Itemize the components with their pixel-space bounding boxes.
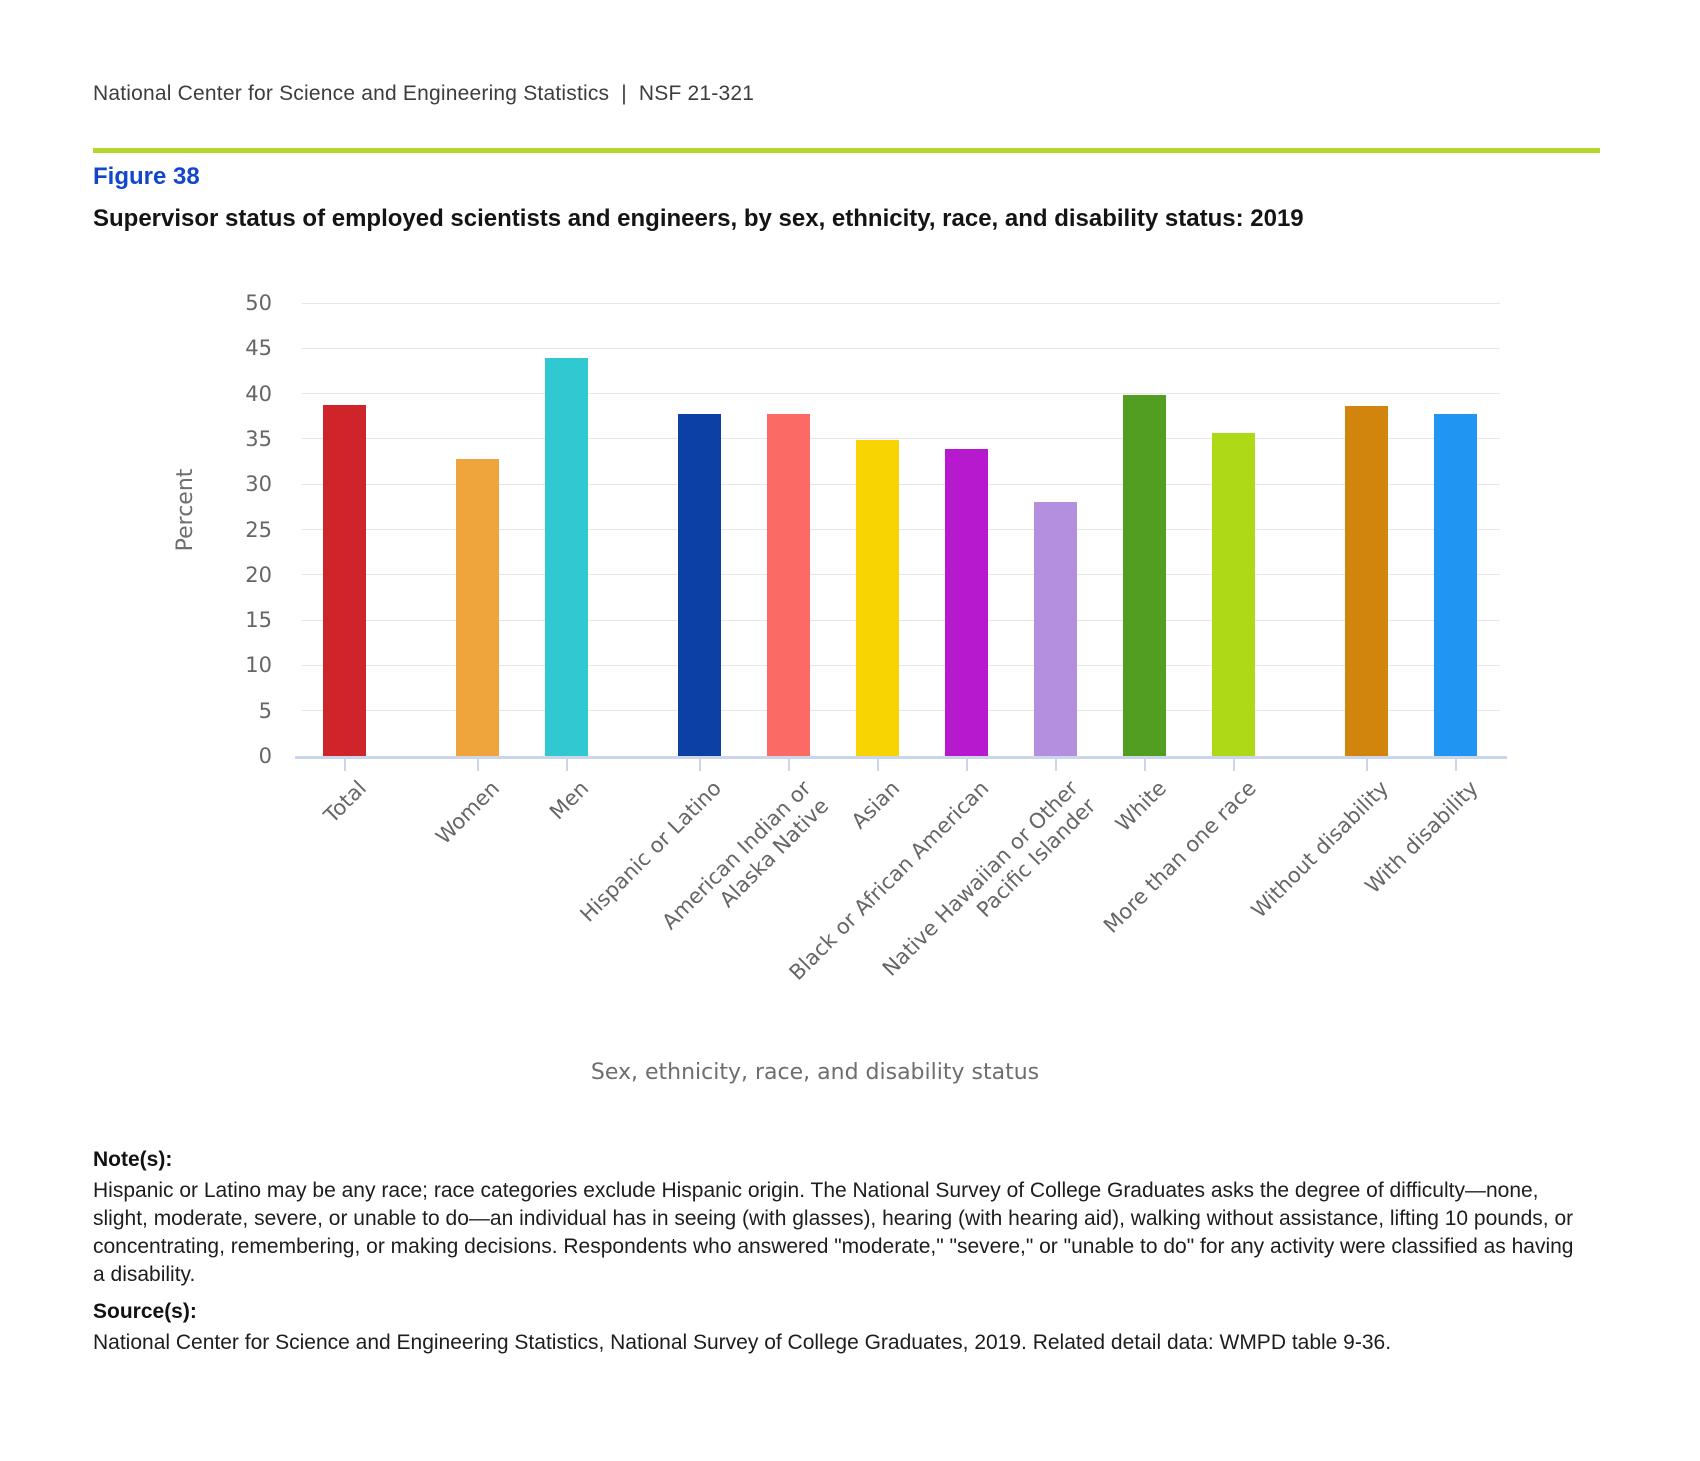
gridline	[302, 619, 1500, 621]
bar-native-hawaiian-or-other-pacific-islander[interactable]	[1034, 502, 1077, 756]
bar-men[interactable]	[545, 358, 588, 756]
report-number: NSF 21-321	[638, 82, 755, 105]
notes-heading: Note(s):	[93, 1148, 173, 1171]
figure-label: Figure 38	[93, 163, 200, 190]
x-axis-tick	[965, 759, 968, 771]
y-axis-tick-label: 0	[258, 744, 272, 768]
header-separator: |	[621, 82, 627, 105]
gridline	[302, 347, 1500, 349]
gridline	[302, 302, 1500, 304]
agency-name: National Center for Science and Engineer…	[93, 82, 610, 105]
notes-text: Hispanic or Latino may be any race; race…	[93, 1179, 1574, 1286]
x-axis-title: Sex, ethnicity, race, and disability sta…	[590, 1060, 1040, 1085]
bar-total[interactable]	[323, 405, 366, 756]
x-axis-tick	[1365, 759, 1368, 771]
bar-white[interactable]	[1123, 395, 1166, 756]
x-axis-tick	[1454, 759, 1457, 771]
page-header: National Center for Science and Engineer…	[93, 82, 754, 106]
gridline	[302, 529, 1500, 530]
x-axis-label: Native Hawaiian or Other Pacific Islande…	[877, 776, 1101, 981]
y-axis-tick-label: 40	[245, 381, 272, 406]
divider-rule	[93, 148, 1600, 153]
y-axis-tick-label: 50	[245, 291, 272, 315]
x-axis-label: Total	[319, 776, 372, 828]
y-axis-tick-label: 35	[245, 426, 272, 451]
x-axis-label: Men	[545, 776, 594, 825]
y-axis-tick-label: 10	[245, 653, 272, 678]
y-axis-tick-label: 45	[245, 336, 272, 361]
x-axis-label: White	[1111, 776, 1172, 837]
x-axis-tick	[698, 759, 701, 771]
bar-with-disability[interactable]	[1434, 414, 1477, 756]
bar-asian[interactable]	[856, 439, 899, 756]
y-axis-tick-label: 25	[245, 517, 272, 542]
sources-heading: Source(s):	[93, 1300, 197, 1323]
gridline	[302, 438, 1500, 440]
x-axis-label: Asian	[846, 776, 905, 834]
y-axis-tick-label: 30	[245, 472, 272, 497]
x-axis-label: Women	[431, 776, 505, 849]
x-axis-tick	[1143, 759, 1146, 771]
gridline	[302, 664, 1500, 666]
bar-american-indian-or-alaska-native[interactable]	[767, 413, 810, 756]
bar-more-than-one-race[interactable]	[1212, 432, 1255, 756]
x-axis-tick	[476, 759, 479, 771]
figure-title: Supervisor status of employed scientists…	[93, 205, 1304, 232]
gridline	[302, 393, 1500, 395]
x-axis-tick	[876, 759, 879, 771]
bar-without-disability[interactable]	[1345, 406, 1388, 756]
x-axis-label: More than one race	[1098, 776, 1261, 938]
y-axis-tick-label: 15	[245, 608, 272, 633]
gridline	[302, 710, 1500, 712]
x-axis-label: Without disability	[1246, 776, 1394, 923]
gridline	[302, 574, 1500, 576]
x-axis-tick	[343, 759, 346, 771]
x-axis-tick	[787, 759, 790, 771]
y-axis-tick-label: 20	[245, 562, 272, 587]
sources-text: National Center for Science and Engineer…	[93, 1331, 1392, 1354]
bar-hispanic-or-latino[interactable]	[678, 413, 721, 756]
x-axis-tick	[1232, 759, 1235, 771]
x-axis-tick	[1054, 759, 1057, 771]
gridline	[302, 483, 1500, 485]
bar-women[interactable]	[456, 458, 499, 756]
bar-black-or-african-american[interactable]	[945, 448, 988, 756]
x-axis-line	[295, 756, 1507, 759]
y-axis-tick-label: 5	[258, 698, 272, 723]
x-axis-tick	[565, 759, 568, 771]
